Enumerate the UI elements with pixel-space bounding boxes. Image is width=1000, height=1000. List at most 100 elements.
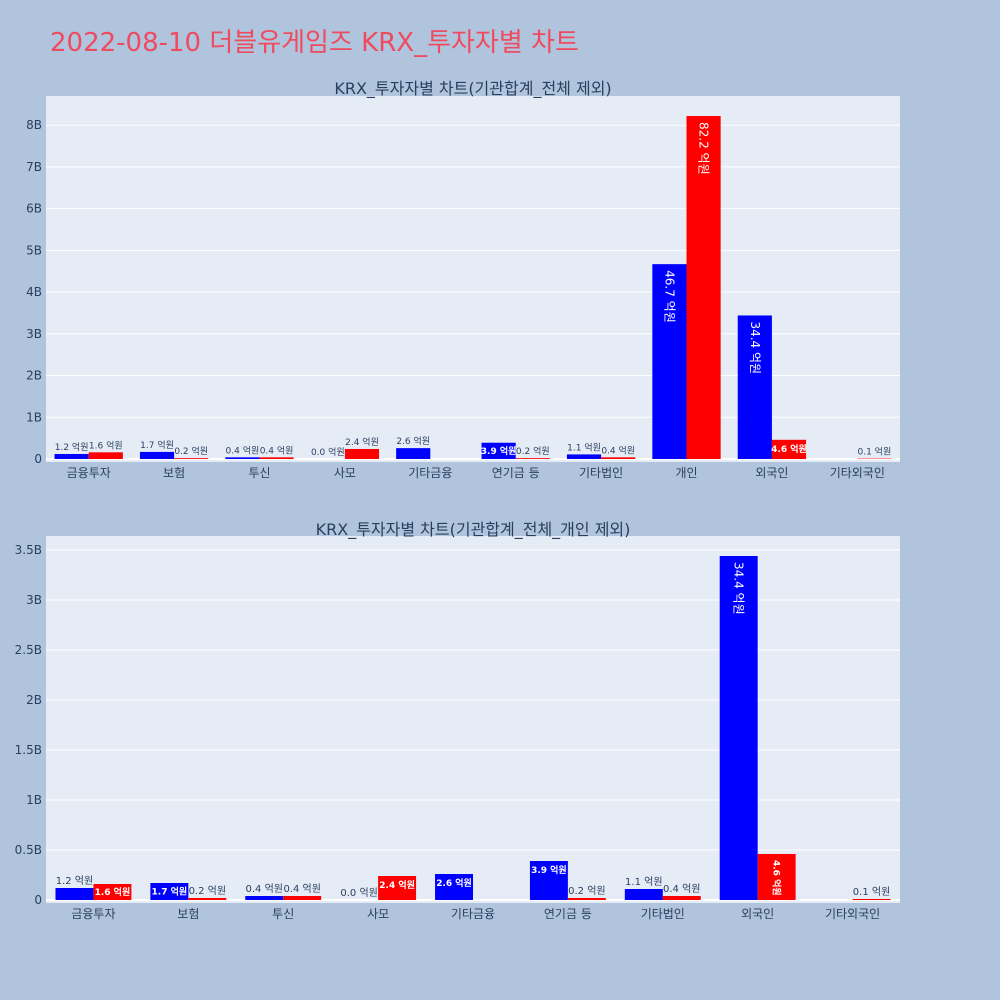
x-tick-label: 금융투자 <box>67 466 111 480</box>
data-label: 0.2 억원 <box>189 885 226 897</box>
y-tick-label: 1B <box>26 793 42 807</box>
bar-buy <box>624 889 663 900</box>
bar-buy <box>719 556 758 900</box>
x-tick-label: 외국인 <box>755 466 788 480</box>
data-label: 2.6 억원 <box>396 435 430 447</box>
y-tick-label: 7B <box>26 160 42 174</box>
chart-title: KRX_투자자별 차트(기관합계_전체_개인 제외) <box>316 520 631 540</box>
data-label: 1.1 억원 <box>567 441 601 453</box>
y-tick-label: 1B <box>26 410 42 424</box>
y-tick-label: 0 <box>34 452 42 466</box>
bar-sell <box>601 457 636 459</box>
x-tick-label: 사모 <box>367 907 389 921</box>
bar-sell <box>88 452 123 459</box>
bar-sell <box>188 898 227 900</box>
data-label: 34.4 억원 <box>748 321 762 374</box>
x-tick-label: 기타외국인 <box>825 907 880 921</box>
y-tick-label: 0.5B <box>15 843 42 857</box>
x-tick-label: 금융투자 <box>71 907 115 921</box>
data-label: 0.4 억원 <box>283 883 320 895</box>
data-label: 2.4 억원 <box>379 879 415 891</box>
data-label: 1.7 억원 <box>152 886 188 898</box>
data-label: 0.4 억원 <box>663 883 700 895</box>
bar-buy <box>435 874 473 900</box>
bar-sell <box>378 876 417 900</box>
data-label: 2.6 억원 <box>436 877 472 889</box>
bar-buy <box>150 883 189 900</box>
x-tick-label: 외국인 <box>741 907 774 921</box>
bar-buy <box>225 457 260 459</box>
bar-buy <box>54 453 89 459</box>
bar-sell <box>567 898 606 900</box>
x-tick-label: 보험 <box>163 466 185 480</box>
y-tick-label: 8B <box>26 118 42 132</box>
bar-buy <box>396 448 431 459</box>
bar-sell <box>852 899 891 900</box>
bar-buy <box>652 264 687 459</box>
data-label: 0.2 억원 <box>568 885 605 897</box>
data-label: 2.4 억원 <box>345 436 379 448</box>
data-label: 0.4 억원 <box>246 883 283 895</box>
data-label: 1.1 억원 <box>625 876 662 888</box>
y-tick-label: 2B <box>26 693 42 707</box>
x-tick-label: 기타법인 <box>579 466 623 480</box>
data-label: 0.1 억원 <box>853 886 890 898</box>
data-label: 4.6 억원 <box>771 860 783 896</box>
data-label: 34.4 억원 <box>732 562 746 615</box>
bar-sell <box>515 458 550 459</box>
page-title: 2022-08-10 더블유게임즈 KRX_투자자별 차트 <box>50 28 579 58</box>
bar-sell <box>662 896 701 900</box>
x-tick-label: 투신 <box>248 466 270 480</box>
bar-buy <box>529 861 568 900</box>
x-tick-label: 사모 <box>334 466 356 480</box>
investor-chart-all: KRX_투자자별 차트(기관합계_전체 제외) 0 1B 2B 3B 4B 5B 6B 7B 8B… <box>26 79 900 480</box>
data-label: 46.7 억원 <box>662 270 676 323</box>
bar-buy <box>245 896 284 900</box>
bar-sell <box>174 458 209 459</box>
y-tick-label: 3B <box>26 327 42 341</box>
bar-buy <box>566 454 602 459</box>
x-tick-label: 보험 <box>177 907 199 921</box>
bar-sell <box>344 448 380 459</box>
data-label: 0.4 억원 <box>226 444 260 456</box>
bar-sell <box>283 896 322 900</box>
data-label: 0.1 억원 <box>858 446 892 458</box>
data-label: 1.6 억원 <box>89 439 123 451</box>
data-label: 3.9 억원 <box>531 864 567 876</box>
x-tick-label: 기타금융 <box>451 907 495 921</box>
data-label: 1.2 억원 <box>56 875 93 887</box>
x-tick-label: 개인 <box>675 466 697 480</box>
y-tick-label: 2.5B <box>15 643 42 657</box>
x-tick-label: 기타금융 <box>408 466 452 480</box>
x-tick-label: 연기금 등 <box>492 466 540 480</box>
y-tick-label: 5B <box>26 243 42 257</box>
bar-sell <box>686 116 721 459</box>
data-label: 3.9 억원 <box>481 445 517 457</box>
data-label: 0.2 억원 <box>516 445 550 457</box>
y-tick-label: 6B <box>26 202 42 216</box>
plot-area <box>46 536 900 903</box>
data-label: 0.2 억원 <box>174 445 208 457</box>
data-label: 1.7 억원 <box>140 439 174 451</box>
data-label: 4.6 억원 <box>771 443 807 455</box>
chart-title: KRX_투자자별 차트(기관합계_전체 제외) <box>334 79 611 99</box>
bar-buy <box>737 315 772 459</box>
x-tick-label: 연기금 등 <box>544 907 592 921</box>
bar-sell <box>771 439 807 459</box>
x-tick-label: 기타외국인 <box>830 466 885 480</box>
bar-buy <box>481 442 516 459</box>
y-tick-label: 4B <box>26 285 42 299</box>
data-label: 0.0 억원 <box>311 446 345 458</box>
data-label: 1.6 억원 <box>95 886 131 898</box>
bar-buy <box>139 451 175 459</box>
data-label: 82.2 억원 <box>697 122 711 175</box>
x-tick-label: 기타법인 <box>641 907 685 921</box>
y-tick-label: 3B <box>26 593 42 607</box>
data-label: 1.2 억원 <box>55 441 89 453</box>
bar-sell <box>757 854 796 900</box>
bar-sell <box>93 884 132 900</box>
x-tick-label: 투신 <box>272 907 294 921</box>
data-label: 0.4 억원 <box>260 444 294 456</box>
y-tick-label: 2B <box>26 369 42 383</box>
